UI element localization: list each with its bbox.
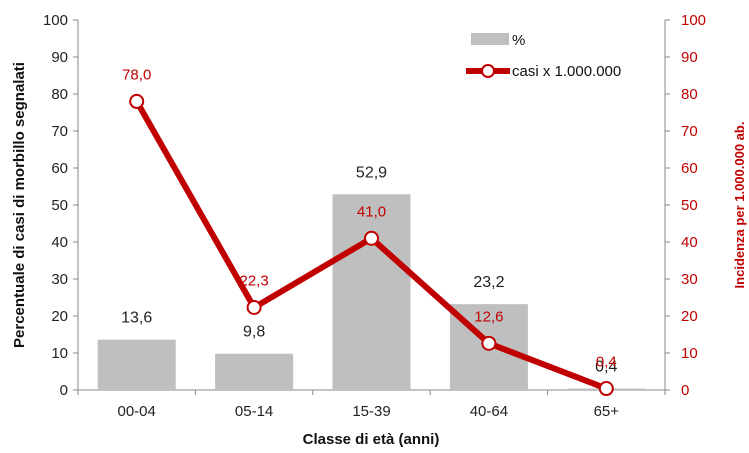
legend-line-label: casi x 1.000.000 bbox=[512, 63, 621, 80]
y-tick-label: 10 bbox=[51, 345, 68, 362]
y2-tick-label: 80 bbox=[681, 86, 698, 103]
x-tick-label: 15-39 bbox=[352, 403, 390, 420]
bar bbox=[98, 340, 176, 390]
y-axis-title: Percentuale di casi di morbillo segnalat… bbox=[11, 62, 28, 348]
x-tick-label: 00-04 bbox=[118, 403, 156, 420]
y2-tick-label: 50 bbox=[681, 197, 698, 214]
bar-data-label: 9,8 bbox=[243, 324, 265, 341]
y2-tick-label: 20 bbox=[681, 308, 698, 325]
y-tick-label: 70 bbox=[51, 123, 68, 140]
y-tick-label: 0 bbox=[60, 382, 68, 399]
line-data-label: 41,0 bbox=[357, 203, 386, 220]
y-tick-label: 30 bbox=[51, 271, 68, 288]
y-tick-label: 20 bbox=[51, 308, 68, 325]
y2-tick-label: 100 bbox=[681, 12, 706, 29]
y-tick-label: 60 bbox=[51, 160, 68, 177]
y2-tick-label: 10 bbox=[681, 345, 698, 362]
bar-data-label: 52,9 bbox=[356, 164, 387, 181]
x-tick-label: 40-64 bbox=[470, 403, 508, 420]
bar-series bbox=[98, 194, 646, 390]
line-point bbox=[130, 95, 143, 108]
line-point bbox=[482, 337, 495, 350]
y2-tick-label: 70 bbox=[681, 123, 698, 140]
y-tick-label: 40 bbox=[51, 234, 68, 251]
line-data-label: 22,3 bbox=[239, 272, 268, 289]
line-point bbox=[248, 301, 261, 314]
line-point bbox=[365, 232, 378, 245]
bar-data-label: 23,2 bbox=[473, 274, 504, 291]
y2-tick-label: 60 bbox=[681, 160, 698, 177]
legend: % casi x 1.000.000 bbox=[466, 32, 621, 80]
y2-axis-title: Incidenza per 1.000.000 ab. bbox=[732, 122, 747, 289]
legend-line-marker bbox=[482, 65, 494, 77]
bar bbox=[333, 194, 411, 390]
line-point bbox=[600, 382, 613, 395]
line-data-label: 12,6 bbox=[474, 308, 503, 325]
legend-bar-swatch bbox=[471, 33, 509, 45]
bar-data-label: 13,6 bbox=[121, 310, 152, 327]
y-tick-label: 50 bbox=[51, 197, 68, 214]
y-tick-label: 80 bbox=[51, 86, 68, 103]
line-data-label: 78,0 bbox=[122, 66, 151, 83]
y2-tick-label: 0 bbox=[681, 382, 689, 399]
line-data-label: 0,4 bbox=[596, 354, 617, 371]
y-tick-label: 100 bbox=[43, 12, 68, 29]
bar bbox=[215, 354, 293, 390]
y2-tick-label: 30 bbox=[681, 271, 698, 288]
legend-bar-label: % bbox=[512, 32, 525, 49]
y-tick-label: 90 bbox=[51, 49, 68, 66]
x-axis-title: Classe di età (anni) bbox=[303, 431, 440, 448]
y2-tick-label: 40 bbox=[681, 234, 698, 251]
x-tick-label: 65+ bbox=[594, 403, 620, 420]
x-tick-label: 05-14 bbox=[235, 403, 273, 420]
y2-tick-label: 90 bbox=[681, 49, 698, 66]
